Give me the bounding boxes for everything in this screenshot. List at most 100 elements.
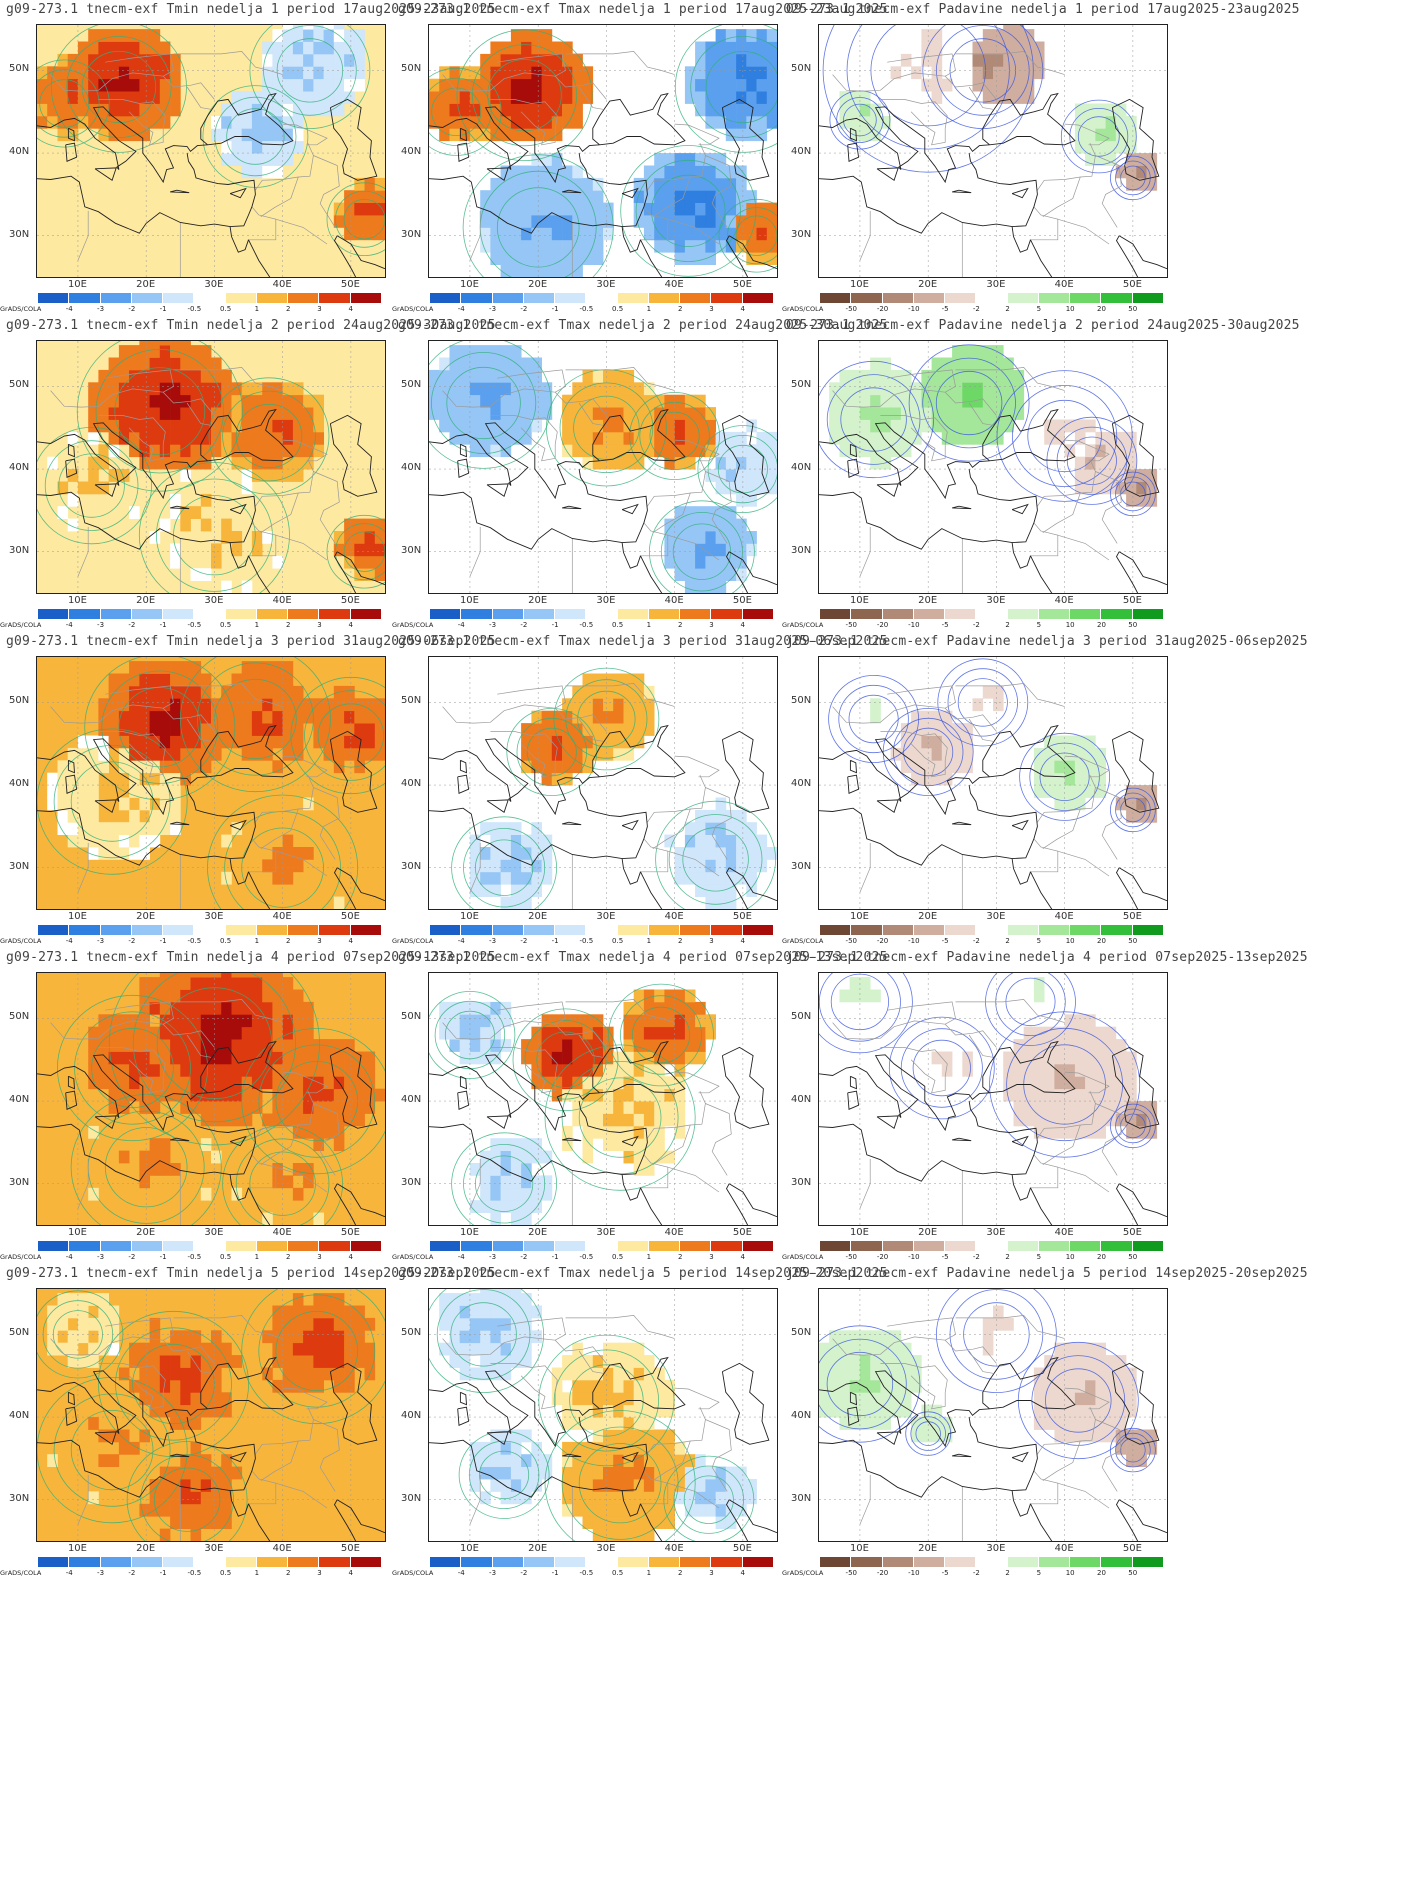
anomaly-cell	[500, 1330, 512, 1344]
anomaly-cell	[603, 444, 614, 458]
anomaly-cell	[1115, 1404, 1127, 1418]
country-border	[173, 683, 283, 707]
anomaly-cell	[272, 103, 283, 117]
anomaly-cell	[613, 431, 624, 445]
anomaly-cell	[262, 419, 273, 433]
anomaly-cell	[829, 1404, 840, 1418]
anomaly-cell	[490, 369, 501, 383]
anomaly-cell	[1085, 1039, 1096, 1052]
anomaly-cell	[429, 407, 440, 420]
colorbar-tick-label: -1	[551, 1569, 559, 1577]
anomaly-cell	[149, 115, 161, 129]
anomaly-cell	[1074, 1429, 1086, 1443]
coastline	[67, 1391, 75, 1406]
anomaly-cell	[459, 431, 471, 445]
coastline	[1115, 867, 1139, 909]
coastline	[621, 1174, 641, 1201]
anomaly-cell	[344, 518, 355, 532]
colorbar-tick-label: 1	[646, 1253, 652, 1261]
anomaly-cell	[695, 871, 706, 885]
anomaly-cell	[613, 1528, 624, 1541]
anomaly-cell	[88, 66, 99, 80]
coastline	[561, 821, 582, 826]
coastline	[1111, 1362, 1160, 1445]
anomaly-cell	[180, 1063, 191, 1077]
anomaly-cell	[725, 469, 737, 482]
country-border	[186, 718, 212, 742]
lat-label: 50N	[401, 1011, 422, 1023]
coastline	[37, 106, 208, 184]
anomaly-cell	[1033, 53, 1045, 67]
anomaly-cell	[541, 128, 553, 142]
anomaly-cell	[159, 1150, 171, 1164]
anomaly-cell	[459, 128, 471, 142]
anomaly-cell	[469, 1305, 481, 1319]
anomaly-cell	[129, 1014, 140, 1028]
anomaly-cell	[603, 1491, 614, 1505]
anomaly-cell	[911, 1367, 922, 1381]
anomaly-cell	[962, 357, 973, 371]
anomaly-cell	[643, 1150, 655, 1164]
colorbar-tick-label: -3	[97, 305, 105, 313]
anomaly-cell	[449, 382, 461, 396]
anomaly-cell	[333, 1379, 345, 1393]
anomaly-cell	[272, 29, 283, 42]
anomaly-cell	[982, 41, 994, 55]
anomaly-cell	[633, 1163, 645, 1176]
coastlines	[429, 408, 777, 593]
anomaly-cell	[510, 91, 522, 104]
anomaly-cell	[664, 1392, 675, 1406]
anomaly-cell	[180, 772, 191, 786]
anomaly-cell	[1126, 128, 1137, 142]
lon-label: 20E	[918, 279, 938, 290]
anomaly-cell	[603, 723, 614, 736]
lon-label: 50E	[340, 911, 360, 922]
anomaly-cell	[1136, 481, 1147, 495]
lon-label: 50E	[732, 911, 752, 922]
anomaly-cell	[1085, 1355, 1096, 1368]
anomaly-cell	[170, 772, 181, 786]
country-border	[282, 1387, 328, 1410]
anomaly-cell	[510, 847, 522, 860]
anomaly-cell	[603, 1441, 614, 1455]
anomaly-cell	[129, 357, 140, 371]
anomaly-cell	[725, 859, 737, 873]
anomaly-cell	[1003, 1076, 1014, 1090]
anomaly-cell	[211, 989, 222, 1003]
anomaly-cell	[77, 78, 89, 92]
borders	[50, 51, 340, 277]
anomaly-cell	[98, 747, 109, 761]
anomaly-cell	[623, 1113, 635, 1127]
anomaly-cell	[1105, 1051, 1117, 1065]
colorbar-tick-label: 20	[1096, 1253, 1106, 1261]
anomaly-cell	[715, 115, 727, 129]
anomaly-cell	[221, 1113, 232, 1127]
anomaly-cell	[262, 1014, 273, 1028]
contour-line	[70, 761, 154, 842]
contour-line	[1109, 1427, 1156, 1473]
anomaly-cell	[736, 103, 747, 117]
anomaly-cell	[57, 78, 69, 92]
colorbar-swatch	[648, 1557, 681, 1567]
anomaly-cell	[459, 1293, 471, 1306]
anomaly-cell	[211, 369, 222, 383]
anomaly-cell	[149, 685, 161, 699]
anomaly-cell	[766, 78, 777, 92]
contour-line	[937, 658, 1029, 747]
anomaly-cell	[1064, 1026, 1076, 1040]
anomaly-cell	[159, 53, 171, 67]
anomaly-cell	[211, 1113, 222, 1127]
anomaly-cell	[715, 797, 727, 811]
country-border	[469, 526, 481, 577]
anomaly-cell	[695, 884, 706, 897]
anomaly-cell	[57, 506, 69, 519]
colorbar-swatch	[945, 609, 977, 619]
anomaly-cell	[521, 91, 532, 104]
map-plot	[428, 1288, 778, 1542]
anomaly-cell	[180, 1404, 191, 1418]
colorbar-swatch	[1038, 1241, 1071, 1251]
anomaly-cell	[149, 673, 161, 687]
anomaly-cell	[57, 66, 69, 80]
contour-line	[118, 687, 202, 768]
anomaly-cell	[159, 369, 171, 383]
